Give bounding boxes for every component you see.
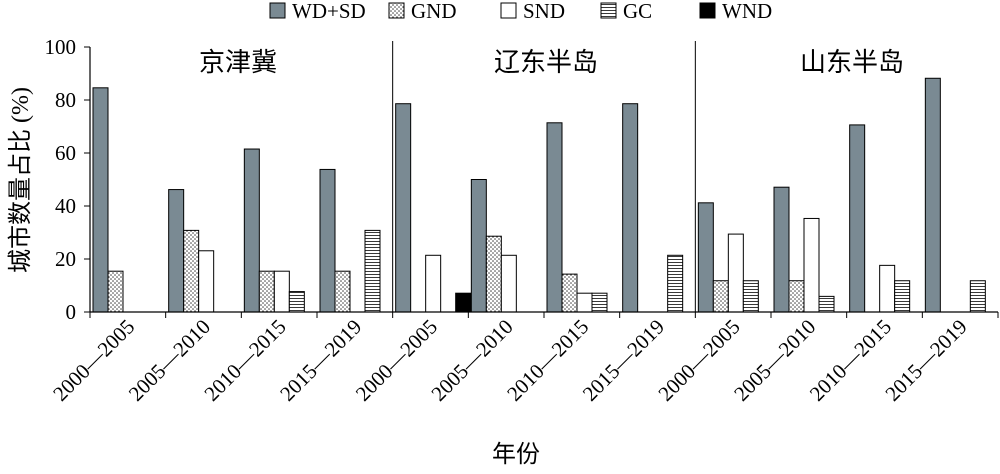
region-title: 京津冀: [199, 48, 277, 77]
legend-swatch: [600, 2, 617, 19]
x-tick-label: 2000—2005: [653, 315, 744, 406]
bars: [92, 77, 986, 313]
x-tick-label: 2005—2010: [426, 315, 517, 406]
bar-snd: [273, 270, 290, 313]
legend-label: GND: [411, 0, 457, 23]
bar-snd: [500, 254, 517, 313]
y-tick-label: 40: [55, 194, 76, 218]
bar-gc: [818, 295, 835, 313]
bar-gc: [364, 229, 381, 313]
legend-swatch: [699, 2, 716, 19]
y-tick-label: 20: [55, 247, 76, 271]
y-tick-label: 60: [55, 141, 76, 165]
bar-gnd: [183, 229, 200, 313]
bar-gc: [288, 291, 305, 313]
legend: WD+SD GND SND GC WND: [269, 0, 772, 23]
legend-swatch: [500, 2, 517, 19]
x-tick-label: 2000—2005: [48, 315, 139, 406]
bar-gnd: [788, 280, 805, 313]
bar-gc: [667, 254, 684, 313]
bar-gnd: [712, 280, 729, 313]
bar-wd-sd: [849, 124, 866, 313]
legend-label: WD+SD: [292, 0, 366, 23]
bar-wd-sd: [924, 77, 941, 313]
bar-wd-sd: [243, 148, 260, 313]
bar-snd: [727, 233, 744, 313]
y-tick-label: 100: [45, 35, 77, 59]
bar-snd: [198, 250, 215, 313]
bar-wd-sd: [395, 103, 412, 313]
bar-gc: [894, 280, 911, 313]
bar-gc: [591, 292, 608, 313]
bar-gnd: [334, 270, 351, 313]
legend-label: WND: [722, 0, 772, 23]
bar-wd-sd: [92, 87, 109, 313]
legend-label: GC: [623, 0, 652, 23]
group-titles: 京津冀 辽东半岛 山东半岛: [199, 48, 904, 77]
region-title: 辽东半岛: [494, 48, 598, 77]
x-tick-label: 2005—2010: [124, 315, 215, 406]
y-axis-title: 城市数量占比 (%): [7, 87, 34, 273]
bar-gnd: [258, 270, 275, 313]
x-tick-label: 2015—2019: [578, 315, 669, 406]
bar-snd: [576, 292, 593, 313]
legend-swatch: [388, 2, 405, 19]
x-tick-label: 2010—2015: [805, 315, 896, 406]
x-tick-label: 2015—2019: [275, 315, 366, 406]
x-tick-label: 2000—2005: [351, 315, 442, 406]
legend-label: SND: [523, 0, 565, 23]
bar-gnd: [107, 270, 124, 313]
bar-gnd: [485, 235, 502, 313]
legend-swatch: [269, 2, 286, 19]
bar-wd-sd: [697, 202, 714, 313]
x-tick-label: 2015—2019: [880, 315, 971, 406]
bar-wd-sd: [319, 168, 336, 313]
bar-gc: [969, 280, 986, 313]
x-axis-title: 年份: [492, 441, 540, 468]
bar-wnd: [455, 292, 472, 313]
bar-snd: [803, 217, 820, 313]
bar-wd-sd: [622, 103, 639, 313]
y-tick-label: 80: [55, 88, 76, 112]
y-tick-label: 0: [66, 300, 77, 324]
region-title: 山东半岛: [800, 48, 904, 77]
bar-gnd: [561, 273, 578, 313]
x-tick-label: 2005—2010: [729, 315, 820, 406]
bar-snd: [879, 264, 896, 313]
bar-wd-sd: [773, 186, 790, 313]
bar-snd: [425, 254, 442, 313]
x-tick-label: 2010—2015: [199, 315, 290, 406]
bar-wd-sd: [546, 122, 563, 313]
x-tick-label: 2010—2015: [502, 315, 593, 406]
bar-wd-sd: [168, 189, 185, 313]
bar-wd-sd: [470, 179, 487, 313]
bar-gc: [742, 280, 759, 313]
